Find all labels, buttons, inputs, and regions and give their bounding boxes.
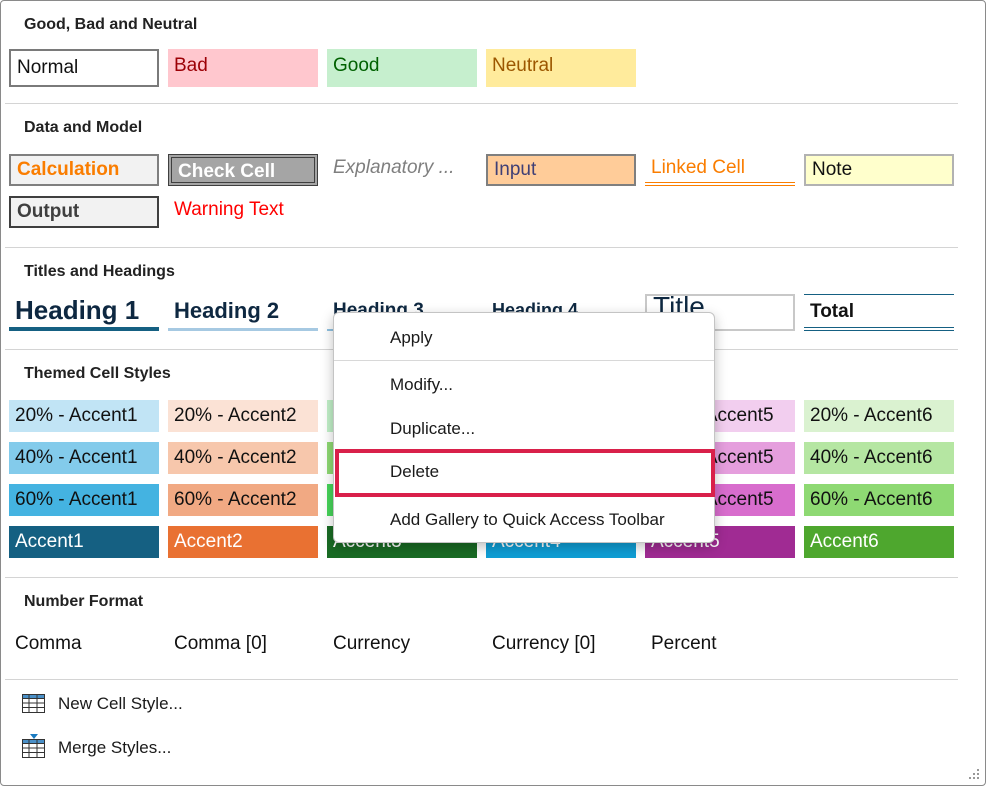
separator: [5, 247, 958, 248]
cell-style[interactable]: Accent1: [9, 526, 159, 558]
cell-style[interactable]: Currency [0]: [492, 633, 596, 654]
highlight-box: [335, 449, 715, 497]
menu-item[interactable]: Add Gallery to Quick Access Toolbar: [390, 510, 665, 529]
cell-style[interactable]: Check Cell: [168, 154, 318, 186]
merge-styles[interactable]: Merge Styles...: [58, 738, 172, 757]
cell-style[interactable]: Linked Cell: [645, 154, 795, 186]
new-cell-style[interactable]: New Cell Style...: [58, 694, 183, 713]
cell-style[interactable]: Accent6: [804, 526, 954, 558]
cell-style[interactable]: 60% - Accent2: [168, 484, 318, 516]
cell-style[interactable]: Total: [804, 294, 954, 331]
section-title: Good, Bad and Neutral: [24, 16, 198, 33]
menu-item[interactable]: Duplicate...: [390, 419, 476, 438]
separator: [5, 577, 958, 578]
cell-style[interactable]: Comma [0]: [174, 633, 267, 654]
cell-style[interactable]: Note: [804, 154, 954, 186]
cell-style[interactable]: Heading 2: [168, 294, 318, 331]
merge-styles-icon: [22, 734, 45, 758]
cell-style[interactable]: Explanatory ...: [333, 157, 455, 178]
menu-item[interactable]: Delete: [390, 462, 440, 481]
cell-style[interactable]: Good: [327, 49, 477, 87]
cell-style[interactable]: Percent: [651, 633, 717, 654]
cell-style[interactable]: 60% - Accent1: [9, 484, 159, 516]
cell-style[interactable]: Accent2: [168, 526, 318, 558]
new-style-icon: [22, 694, 45, 713]
menu-item[interactable]: Modify...: [390, 375, 453, 394]
cell-style[interactable]: 40% - Accent1: [9, 442, 159, 474]
cell-style[interactable]: 20% - Accent1: [9, 400, 159, 432]
cell-style[interactable]: Normal: [9, 49, 159, 87]
cell-style[interactable]: Heading 1: [9, 294, 159, 331]
context-menu: Apply Modify... Duplicate... Delete Add …: [333, 312, 715, 543]
menu-item[interactable]: Apply: [390, 328, 433, 347]
cell-style[interactable]: Currency: [333, 633, 411, 654]
section-title: Data and Model: [24, 119, 143, 136]
cell-style[interactable]: Warning Text: [174, 199, 284, 220]
separator: [5, 679, 958, 680]
cell-style[interactable]: Comma: [15, 633, 82, 654]
cell-style[interactable]: Input: [486, 154, 636, 186]
cell-style[interactable]: Output: [9, 196, 159, 228]
cell-style[interactable]: Calculation: [9, 154, 159, 186]
cell-style[interactable]: Bad: [168, 49, 318, 87]
section-title: Titles and Headings: [24, 263, 175, 280]
cell-style[interactable]: Neutral: [486, 49, 636, 87]
menu-separator: [334, 360, 714, 361]
cell-style[interactable]: 20% - Accent6: [804, 400, 954, 432]
separator: [5, 103, 958, 104]
section-title: Number Format: [24, 593, 144, 610]
cell-style[interactable]: 40% - Accent2: [168, 442, 318, 474]
resize-grip[interactable]: [967, 767, 981, 781]
section-title: Themed Cell Styles: [24, 365, 171, 382]
cell-style[interactable]: 60% - Accent6: [804, 484, 954, 516]
cell-style[interactable]: 40% - Accent6: [804, 442, 954, 474]
cell-style[interactable]: 20% - Accent2: [168, 400, 318, 432]
